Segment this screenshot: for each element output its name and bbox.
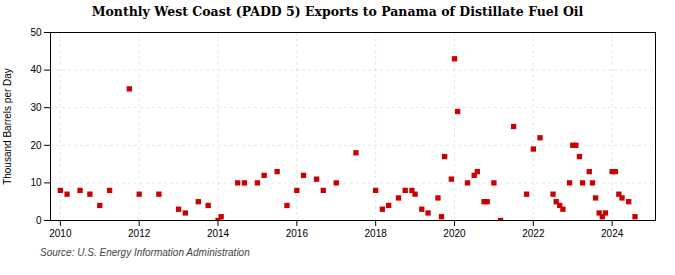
svg-text:40: 40	[30, 64, 42, 75]
svg-text:2016: 2016	[286, 228, 309, 239]
svg-text:2014: 2014	[207, 228, 230, 239]
svg-text:2022: 2022	[522, 228, 545, 239]
svg-text:2010: 2010	[49, 228, 72, 239]
svg-text:20: 20	[30, 140, 42, 151]
svg-text:Thousand Barrels per Day: Thousand Barrels per Day	[2, 68, 13, 185]
html-text:Source: U.S. Energy Informatio: Source: U.S. Energy Information Administ…	[40, 247, 250, 258]
svg-text:0: 0	[36, 215, 42, 226]
html-text:Monthly West Coast (PADD 5) Ex: Monthly West Coast (PADD 5) Exports to P…	[91, 4, 584, 19]
svg-text:2012: 2012	[128, 228, 151, 239]
svg-text:10: 10	[30, 177, 42, 188]
svg-text:2020: 2020	[443, 228, 466, 239]
svg-text:2024: 2024	[601, 228, 624, 239]
svg-text:50: 50	[30, 27, 42, 38]
svg-text:30: 30	[30, 102, 42, 113]
svg-text:2018: 2018	[365, 228, 388, 239]
